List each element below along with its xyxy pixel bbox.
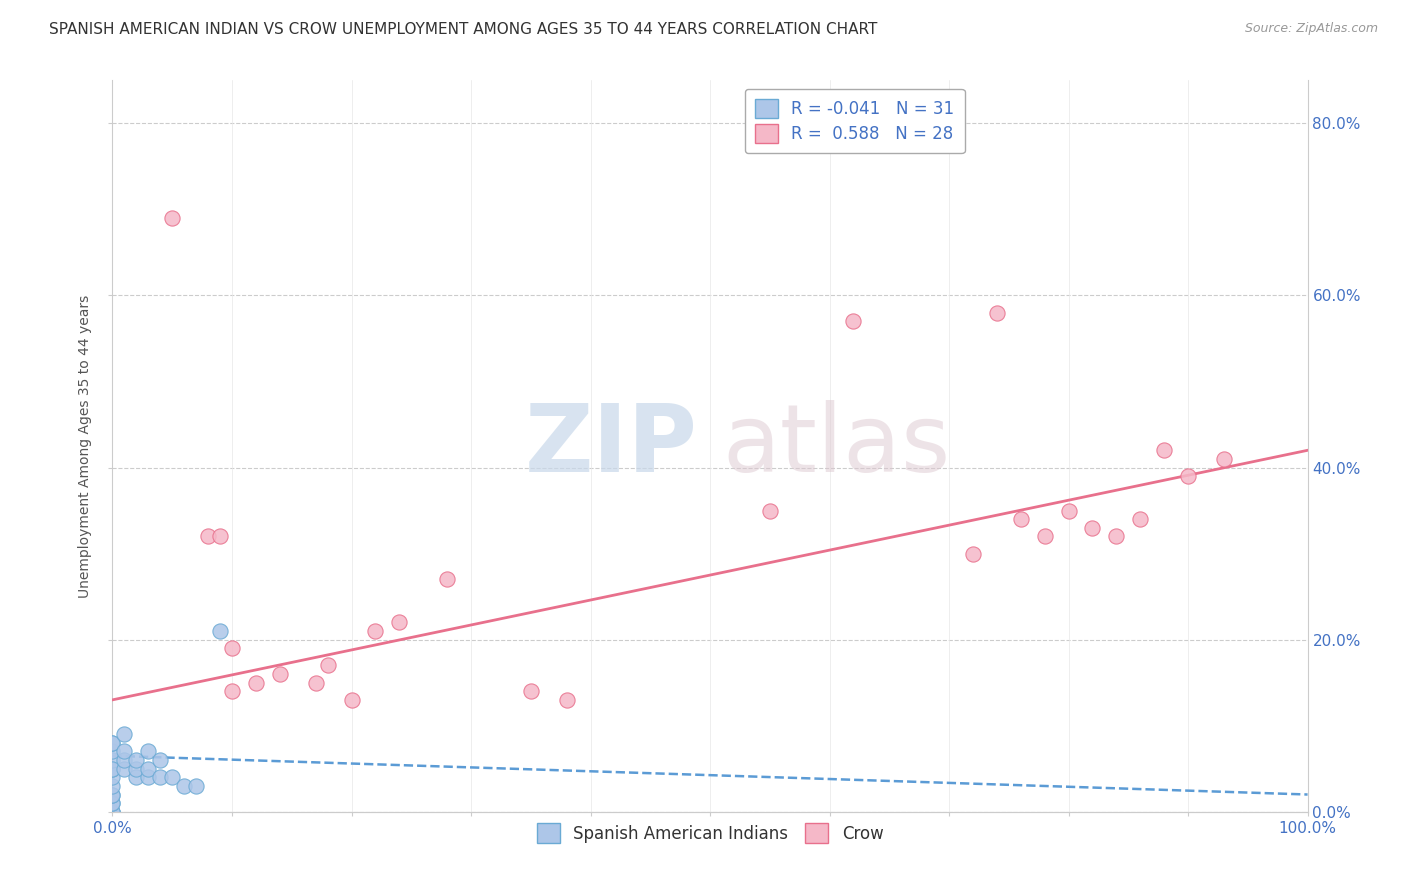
Point <box>101 779 124 793</box>
Legend: Spanish American Indians, Crow: Spanish American Indians, Crow <box>529 815 891 851</box>
Point <box>1153 443 1175 458</box>
Point <box>101 762 124 776</box>
Point <box>269 667 291 681</box>
Point <box>1177 469 1199 483</box>
Point <box>138 762 160 776</box>
Point <box>245 675 267 690</box>
Point <box>101 753 124 767</box>
Point <box>101 744 124 758</box>
Point <box>209 529 232 543</box>
Point <box>305 675 328 690</box>
Point <box>101 805 124 819</box>
Point <box>125 770 148 784</box>
Point <box>162 211 183 225</box>
Point <box>364 624 387 638</box>
Point <box>1129 512 1152 526</box>
Point <box>221 641 243 656</box>
Text: Source: ZipAtlas.com: Source: ZipAtlas.com <box>1244 22 1378 36</box>
Point <box>197 529 219 543</box>
Point <box>1081 521 1104 535</box>
Point <box>520 684 543 698</box>
Y-axis label: Unemployment Among Ages 35 to 44 years: Unemployment Among Ages 35 to 44 years <box>79 294 93 598</box>
Point <box>101 788 124 802</box>
Point <box>101 770 124 784</box>
Point <box>101 796 124 810</box>
Point <box>101 805 124 819</box>
Point <box>186 779 208 793</box>
Point <box>114 727 135 741</box>
Point <box>842 314 865 328</box>
Point <box>114 744 135 758</box>
Point <box>555 693 578 707</box>
Point <box>114 762 135 776</box>
Text: SPANISH AMERICAN INDIAN VS CROW UNEMPLOYMENT AMONG AGES 35 TO 44 YEARS CORRELATI: SPANISH AMERICAN INDIAN VS CROW UNEMPLOY… <box>49 22 877 37</box>
Point <box>101 788 124 802</box>
Point <box>1213 451 1236 466</box>
Point <box>162 770 183 784</box>
Point <box>101 762 124 776</box>
Point <box>149 753 172 767</box>
Point <box>101 736 124 750</box>
Point <box>1033 529 1056 543</box>
Point <box>986 305 1008 319</box>
Point <box>436 573 458 587</box>
Point <box>101 796 124 810</box>
Point <box>138 744 160 758</box>
Point <box>149 770 172 784</box>
Point <box>125 762 148 776</box>
Point <box>1105 529 1128 543</box>
Point <box>114 753 135 767</box>
Text: ZIP: ZIP <box>526 400 699 492</box>
Text: atlas: atlas <box>723 400 950 492</box>
Point <box>101 805 124 819</box>
Point <box>1057 503 1080 517</box>
Point <box>209 624 232 638</box>
Point <box>962 547 984 561</box>
Point <box>138 770 160 784</box>
Point <box>101 736 124 750</box>
Point <box>388 615 411 630</box>
Point <box>759 503 782 517</box>
Point <box>173 779 195 793</box>
Point <box>221 684 243 698</box>
Point <box>125 753 148 767</box>
Point <box>340 693 363 707</box>
Point <box>1010 512 1032 526</box>
Point <box>316 658 339 673</box>
